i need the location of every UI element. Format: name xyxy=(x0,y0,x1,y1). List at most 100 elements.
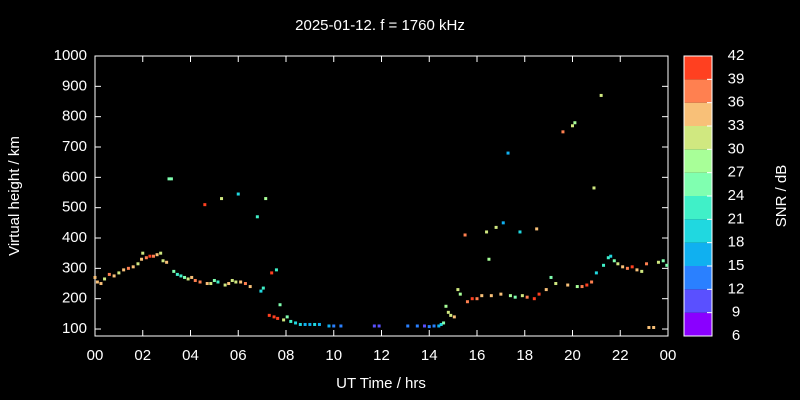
data-point xyxy=(270,271,274,275)
data-point xyxy=(544,288,548,292)
colorbar-tick-label: 24 xyxy=(728,187,745,204)
data-point xyxy=(554,282,558,286)
x-tick-label: 00 xyxy=(660,347,677,364)
data-point xyxy=(506,151,510,155)
data-point xyxy=(518,230,522,234)
data-point xyxy=(652,326,656,330)
data-point xyxy=(437,324,441,328)
data-point xyxy=(103,277,107,281)
data-point xyxy=(630,265,634,269)
data-point xyxy=(248,285,252,289)
colorbar-tick-label: 42 xyxy=(728,47,745,64)
data-point xyxy=(179,274,183,278)
data-point xyxy=(372,324,376,328)
data-point xyxy=(647,326,651,330)
data-point xyxy=(234,280,238,284)
colorbar-band xyxy=(684,312,712,336)
x-tick-label: 12 xyxy=(373,347,390,364)
y-tick-label: 500 xyxy=(62,199,87,216)
data-point xyxy=(501,221,505,225)
colorbar-tick-label: 30 xyxy=(728,140,745,157)
colorbar-band xyxy=(684,242,712,266)
data-point xyxy=(656,260,660,264)
x-axis-label: UT Time / hrs xyxy=(336,375,426,392)
data-point xyxy=(255,215,259,219)
colorbar-tick-label: 33 xyxy=(728,117,745,134)
colorbar-tick-label: 6 xyxy=(732,327,740,344)
y-axis-label: Virtual height / km xyxy=(6,136,23,256)
data-point xyxy=(439,322,443,326)
data-point xyxy=(508,294,512,298)
data-point xyxy=(294,321,298,325)
y-tick-label: 200 xyxy=(62,290,87,307)
colorbar-band xyxy=(684,266,712,290)
data-point xyxy=(272,315,276,319)
colorbar-tick-label: 15 xyxy=(728,257,745,274)
data-point xyxy=(289,319,293,323)
data-point xyxy=(161,259,165,263)
data-point xyxy=(230,278,234,282)
data-point xyxy=(625,266,629,270)
data-point xyxy=(216,280,220,284)
colorbar-tick-label: 18 xyxy=(728,234,745,251)
data-point xyxy=(489,294,493,298)
data-point xyxy=(571,124,574,128)
data-point xyxy=(635,268,639,272)
y-tick-label: 700 xyxy=(62,138,87,155)
data-point xyxy=(144,256,148,260)
data-point xyxy=(190,275,194,279)
y-tick-label: 800 xyxy=(62,108,87,125)
colorbar-band xyxy=(684,149,712,173)
data-point xyxy=(148,254,152,258)
data-point xyxy=(580,285,584,289)
data-point xyxy=(155,253,159,257)
data-point xyxy=(159,251,163,255)
data-point xyxy=(282,318,286,322)
data-point xyxy=(136,262,140,266)
colorbar-tick-label: 12 xyxy=(728,280,745,297)
data-point xyxy=(422,324,426,328)
data-point xyxy=(537,292,541,296)
data-point xyxy=(645,262,649,266)
data-point xyxy=(203,203,207,207)
data-point xyxy=(261,286,265,290)
data-point xyxy=(227,282,231,286)
data-point xyxy=(592,186,596,190)
data-point xyxy=(427,325,431,329)
colorbar-band xyxy=(684,56,712,80)
y-tick-label: 100 xyxy=(62,320,87,337)
data-point xyxy=(480,294,484,298)
data-point xyxy=(209,282,213,286)
data-point xyxy=(220,197,224,201)
y-tick-label: 600 xyxy=(62,168,87,185)
data-point xyxy=(444,304,448,308)
data-point xyxy=(303,322,307,326)
y-tick-label: 1000 xyxy=(54,47,87,64)
colorbar-band xyxy=(684,219,712,243)
y-tick-label: 300 xyxy=(62,259,87,276)
x-tick-label: 00 xyxy=(87,347,104,364)
data-point xyxy=(621,265,625,269)
data-point xyxy=(470,297,474,301)
x-tick-label: 04 xyxy=(182,347,199,364)
data-point xyxy=(661,259,665,263)
data-point xyxy=(606,256,610,260)
data-point xyxy=(446,310,450,314)
data-point xyxy=(549,275,553,279)
colorbar-band xyxy=(684,102,712,126)
chart-title: 2025-01-12. f = 1760 kHz xyxy=(295,17,465,34)
data-point xyxy=(259,289,263,293)
data-point xyxy=(561,130,565,134)
data-point xyxy=(612,259,616,263)
data-point xyxy=(117,271,121,275)
data-point xyxy=(140,257,144,261)
data-point xyxy=(339,324,343,328)
data-point xyxy=(432,324,436,328)
colorbar-tick-label: 21 xyxy=(728,210,745,227)
data-point xyxy=(475,297,479,301)
data-point xyxy=(535,227,539,231)
colorbar-band xyxy=(684,172,712,196)
data-point xyxy=(308,322,312,326)
data-point xyxy=(458,292,462,296)
